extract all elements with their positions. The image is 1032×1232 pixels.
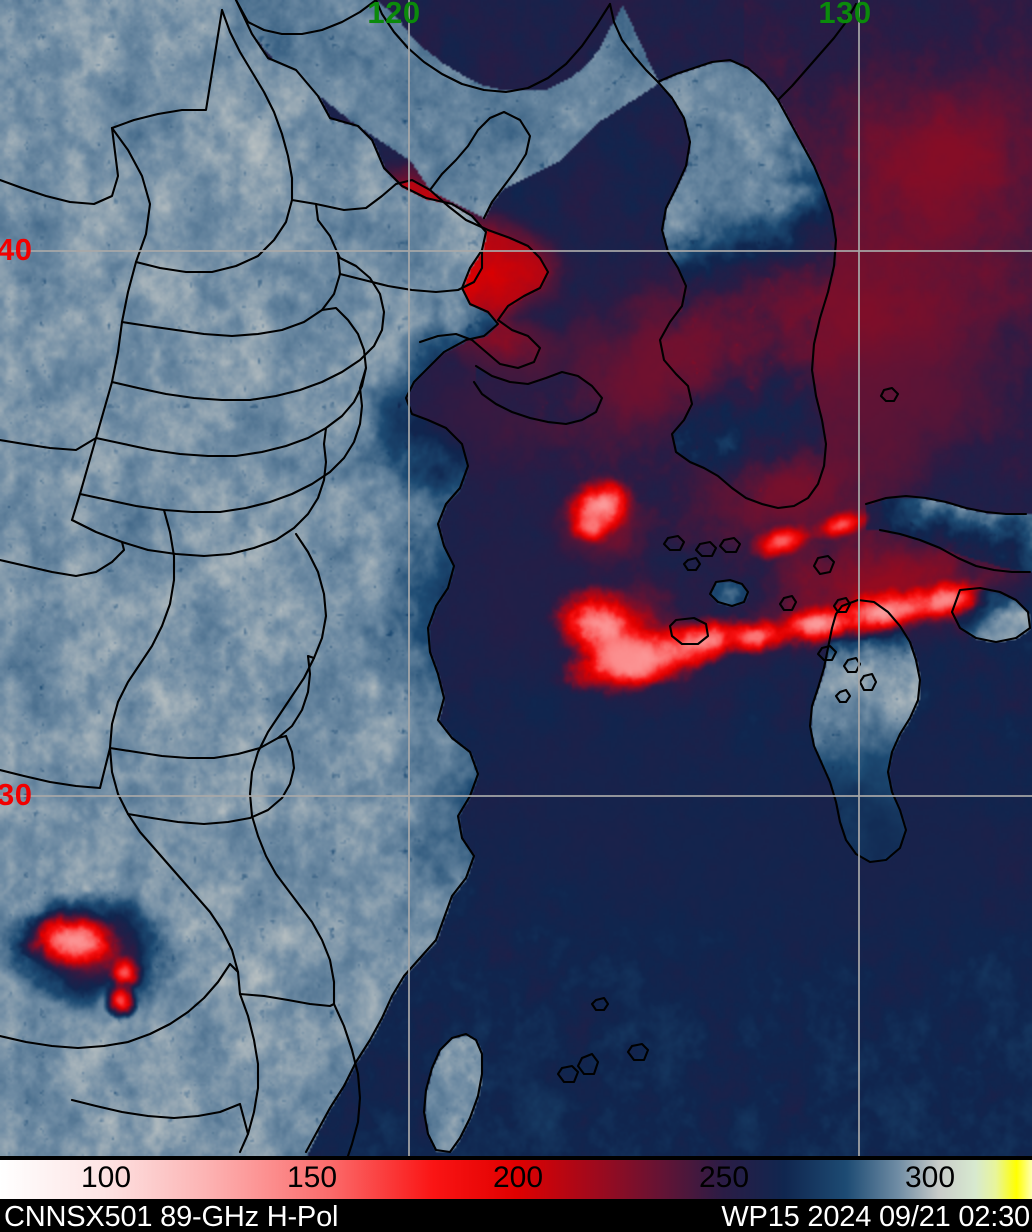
footer-bar: CNNSX501 89-GHz H-Pol WP15 2024 09/21 02…: [0, 1200, 1032, 1232]
lat-label-30: 30: [0, 777, 33, 812]
colorbar[interactable]: 100 150 200 250 300: [0, 1156, 1032, 1200]
lon-label-120: 120: [367, 0, 421, 30]
gridline-lon-120: [408, 0, 410, 1156]
colorbar-gradient: [0, 1160, 1032, 1199]
lon-label-130: 130: [818, 0, 872, 30]
gridline-lat-40: [0, 250, 1032, 252]
sensor-channel-label: CNNSX501 89-GHz H-Pol: [4, 1201, 339, 1232]
map-panel[interactable]: 120 130 40 30: [0, 0, 1032, 1156]
storm-timestamp-label: WP15 2024 09/21 02:30: [721, 1201, 1030, 1232]
gridline-lat-30: [0, 795, 1032, 797]
satellite-brightness-temperature-raster[interactable]: [0, 0, 1032, 1156]
lat-label-40: 40: [0, 232, 33, 267]
gridline-lon-130: [858, 0, 860, 1156]
